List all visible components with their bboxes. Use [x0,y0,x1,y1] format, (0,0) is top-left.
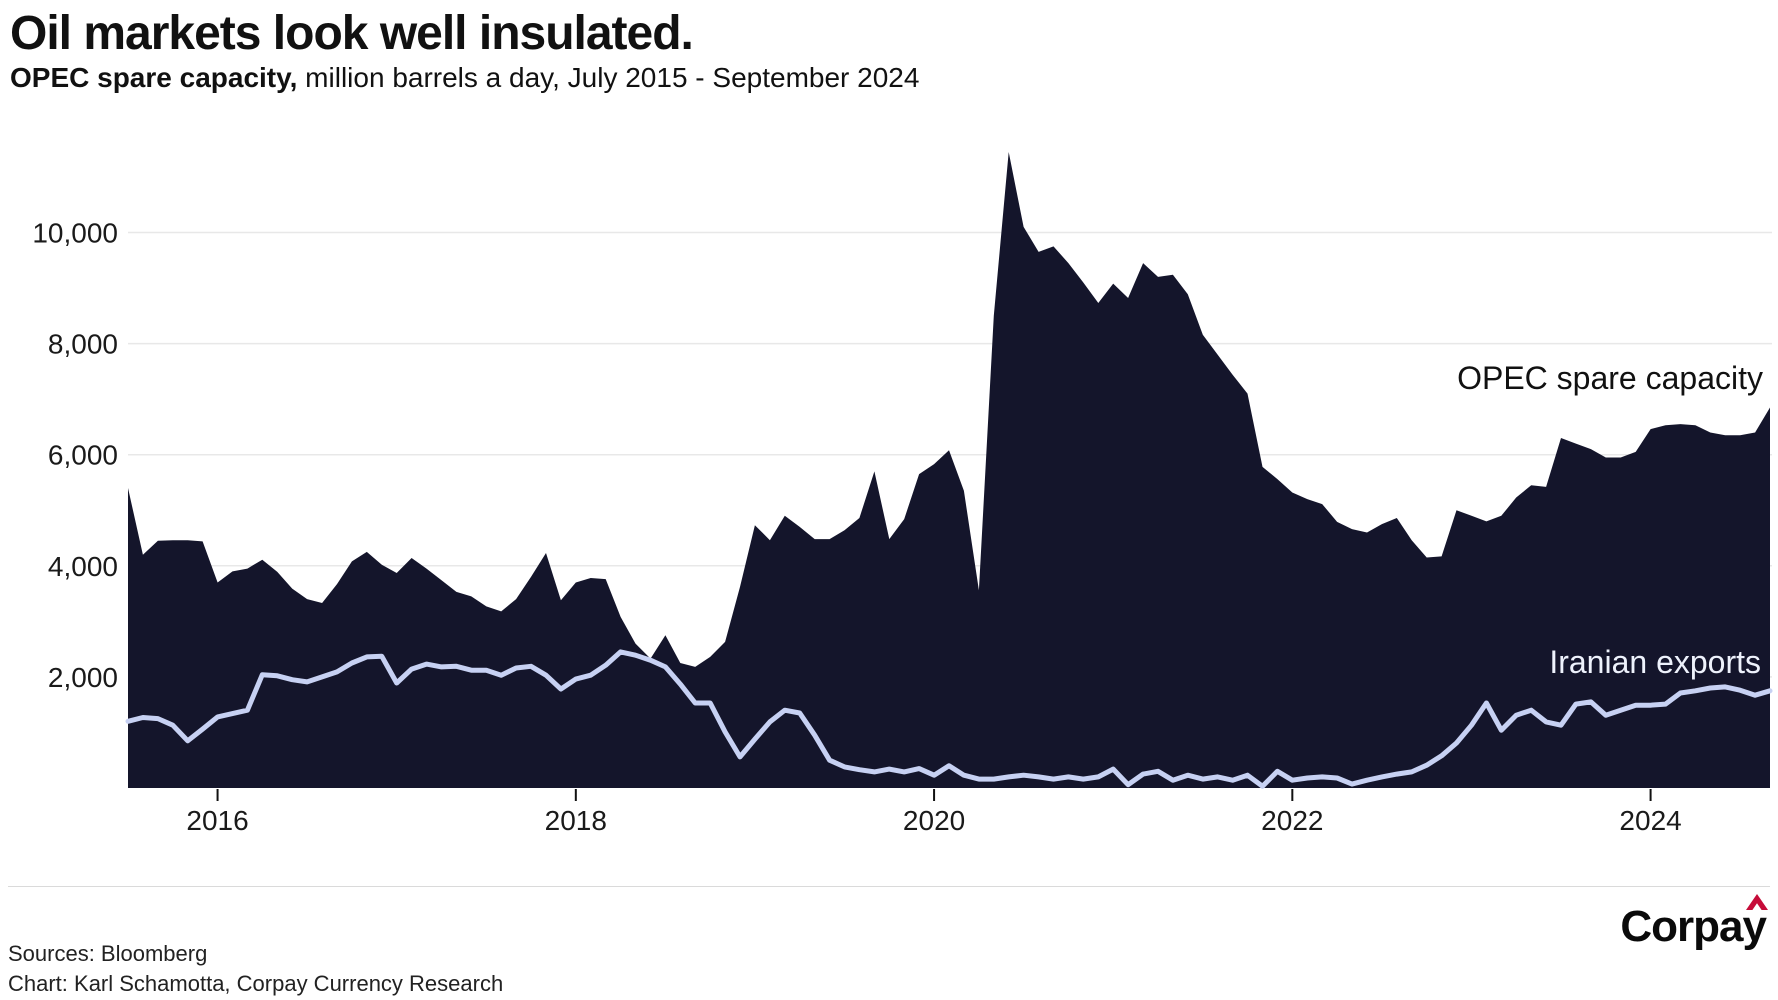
series-label-iranian-exports: Iranian exports [1549,644,1761,680]
x-axis: 2016 2018 2020 2022 2024 [186,789,1682,836]
page-title: Oil markets look well insulated. [10,7,694,60]
corpay-caret-icon [1746,894,1768,910]
subtitle-rest: million barrels a day, July 2015 - Septe… [297,62,920,93]
opec-spare-capacity-area-series [128,152,1770,788]
y-tick-label-6,000: 6,000 [48,440,118,471]
series-label-opec-spare-capacity: OPEC spare capacity [1457,360,1763,396]
x-tick-label-2020: 2020 [903,805,965,836]
x-tick-label-2022: 2022 [1261,805,1323,836]
footer-divider [8,886,1770,887]
y-axis: 2,000 4,000 6,000 8,000 10,000 [32,218,118,693]
y-tick-label-8,000: 8,000 [48,329,118,360]
x-tick-label-2016: 2016 [186,805,248,836]
chart-subtitle: OPEC spare capacity, million barrels a d… [10,62,919,94]
iranian-exports-line-series [125,649,1773,789]
y-tick-label-10,000: 10,000 [32,218,118,249]
x-tick-label-2018: 2018 [545,805,607,836]
sources-note: Sources: Bloomberg [8,941,208,966]
chart-credit-note: Chart: Karl Schamotta, Corpay Currency R… [8,971,504,996]
corpay-logo-text: Corpay [1620,902,1767,951]
corpay-logo: Corpay [1620,894,1768,952]
y-tick-label-2,000: 2,000 [48,662,118,693]
subtitle-bold-lead: OPEC spare capacity, [10,62,298,93]
y-tick-label-4,000: 4,000 [48,551,118,582]
x-tick-label-2024: 2024 [1619,805,1681,836]
